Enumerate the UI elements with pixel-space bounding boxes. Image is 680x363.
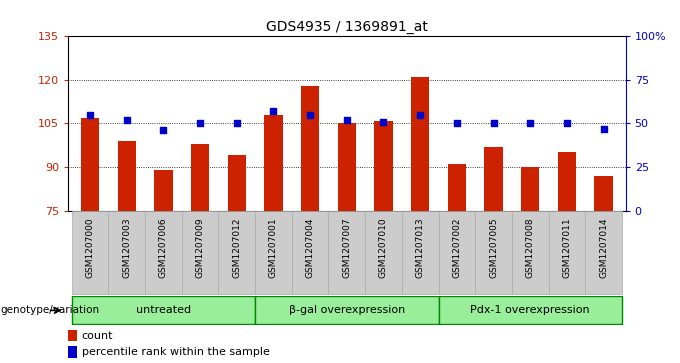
Point: [452, 121, 462, 126]
Text: GSM1207009: GSM1207009: [196, 217, 205, 278]
Bar: [558, 152, 576, 211]
Bar: [439, 296, 622, 325]
Text: β-gal overexpression: β-gal overexpression: [289, 305, 405, 315]
Text: GSM1207014: GSM1207014: [599, 217, 608, 278]
Bar: [154, 170, 173, 211]
Bar: [255, 211, 292, 294]
Text: GSM1207007: GSM1207007: [342, 217, 352, 278]
Point: [305, 112, 316, 118]
Bar: [228, 155, 246, 211]
Text: GSM1207003: GSM1207003: [122, 217, 131, 278]
Bar: [108, 211, 145, 294]
Text: GSM1207013: GSM1207013: [415, 217, 425, 278]
Point: [378, 119, 389, 125]
Text: GSM1207004: GSM1207004: [305, 217, 315, 278]
Bar: [71, 211, 108, 294]
Text: GSM1207005: GSM1207005: [489, 217, 498, 278]
Bar: [549, 211, 585, 294]
Text: Pdx-1 overexpression: Pdx-1 overexpression: [471, 305, 590, 315]
Text: genotype/variation: genotype/variation: [1, 305, 100, 315]
Bar: [118, 141, 136, 211]
Point: [415, 112, 426, 118]
Point: [341, 117, 352, 123]
Text: GSM1207011: GSM1207011: [562, 217, 571, 278]
Bar: [402, 211, 439, 294]
Bar: [594, 176, 613, 211]
Point: [158, 127, 169, 133]
Bar: [328, 211, 365, 294]
Bar: [301, 86, 320, 211]
Bar: [145, 211, 182, 294]
Bar: [68, 330, 76, 341]
Bar: [521, 167, 539, 211]
Text: GSM1207002: GSM1207002: [452, 217, 461, 278]
Point: [121, 117, 132, 123]
Text: untreated: untreated: [136, 305, 191, 315]
Bar: [365, 211, 402, 294]
Bar: [484, 147, 503, 211]
Text: count: count: [82, 331, 113, 341]
Point: [194, 121, 205, 126]
Bar: [447, 164, 466, 211]
Text: GSM1207001: GSM1207001: [269, 217, 278, 278]
Text: GSM1207010: GSM1207010: [379, 217, 388, 278]
Bar: [191, 144, 209, 211]
Bar: [81, 118, 99, 211]
Point: [525, 121, 536, 126]
Bar: [255, 296, 439, 325]
Bar: [585, 211, 622, 294]
Bar: [411, 77, 429, 211]
Bar: [439, 211, 475, 294]
Bar: [374, 121, 392, 211]
Text: GSM1207000: GSM1207000: [86, 217, 95, 278]
Bar: [292, 211, 328, 294]
Point: [231, 121, 242, 126]
Bar: [475, 211, 512, 294]
Point: [488, 121, 499, 126]
Text: GSM1207006: GSM1207006: [159, 217, 168, 278]
Bar: [512, 211, 549, 294]
Text: percentile rank within the sample: percentile rank within the sample: [82, 347, 269, 357]
Point: [598, 126, 609, 131]
Bar: [265, 115, 283, 211]
Bar: [218, 211, 255, 294]
Text: GSM1207008: GSM1207008: [526, 217, 534, 278]
Bar: [338, 123, 356, 211]
Bar: [182, 211, 218, 294]
Text: GSM1207012: GSM1207012: [233, 217, 241, 278]
Bar: [71, 296, 255, 325]
Title: GDS4935 / 1369891_at: GDS4935 / 1369891_at: [266, 20, 428, 34]
Point: [84, 112, 95, 118]
Point: [562, 121, 573, 126]
Point: [268, 108, 279, 114]
Bar: [68, 346, 76, 358]
